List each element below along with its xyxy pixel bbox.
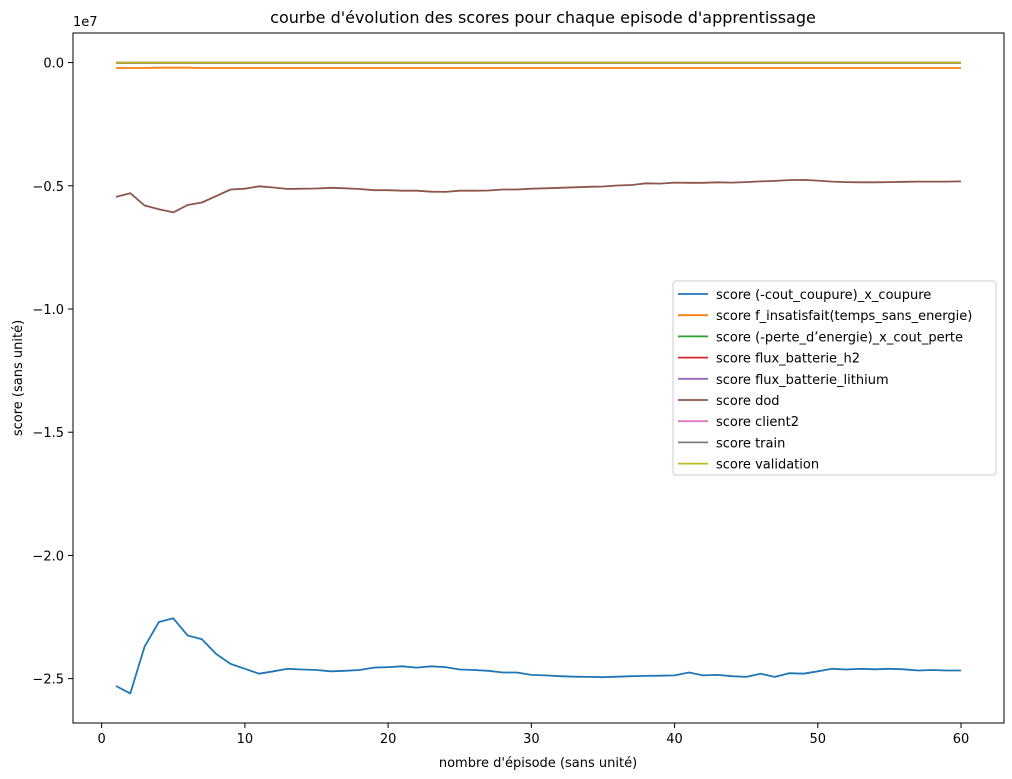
x-tick-label: 40	[666, 732, 683, 747]
x-tick-label: 30	[523, 732, 540, 747]
legend-label-4: score flux_batterie_lithium	[716, 373, 889, 388]
legend-label-7: score train	[716, 436, 785, 451]
legend-frame	[672, 280, 997, 476]
x-axis-label: nombre d'épisode (sans unité)	[439, 756, 637, 771]
y-axis: 0.0 −0.5 −1.0 −1.5 −2.0 −2.5	[32, 57, 73, 688]
x-tick-label: 10	[237, 732, 254, 747]
y-tick-label: −2.5	[32, 673, 64, 688]
legend-label-2: score (-perte_d’energie)_x_cout_perte	[716, 330, 963, 345]
y-tick-label: −0.5	[32, 180, 64, 195]
x-tick-label: 0	[98, 732, 106, 747]
legend-label-0: score (-cout_coupure)_x_coupure	[716, 288, 931, 303]
series-line-0	[115, 617, 961, 695]
x-tick-label: 60	[953, 732, 970, 747]
y-tick-label: −1.0	[32, 303, 64, 318]
y-tick-label: −1.5	[32, 426, 64, 441]
x-tick-label: 50	[810, 732, 827, 747]
legend-label-8: score validation	[716, 458, 819, 473]
x-tick-label: 20	[380, 732, 397, 747]
legend-label-1: score f_insatisfait(temps_sans_energie)	[716, 309, 972, 324]
legend-label-5: score dod	[716, 394, 780, 409]
series-layer	[115, 61, 962, 695]
chart-title: courbe d'évolution des scores pour chaqu…	[270, 8, 816, 27]
plot-area-frame	[72, 32, 1005, 724]
y-axis-multiplier: 1e7	[73, 15, 98, 30]
legend-label-3: score flux_batterie_h2	[716, 352, 860, 367]
legend-label-6: score client2	[716, 415, 799, 430]
series-line-5	[115, 178, 962, 214]
y-tick-label: 0.0	[43, 57, 64, 72]
x-axis: 0 10 20 30 40 50 60	[98, 723, 970, 747]
y-axis-label: score (sans unité)	[11, 320, 26, 436]
y-tick-label: −2.0	[32, 549, 64, 564]
